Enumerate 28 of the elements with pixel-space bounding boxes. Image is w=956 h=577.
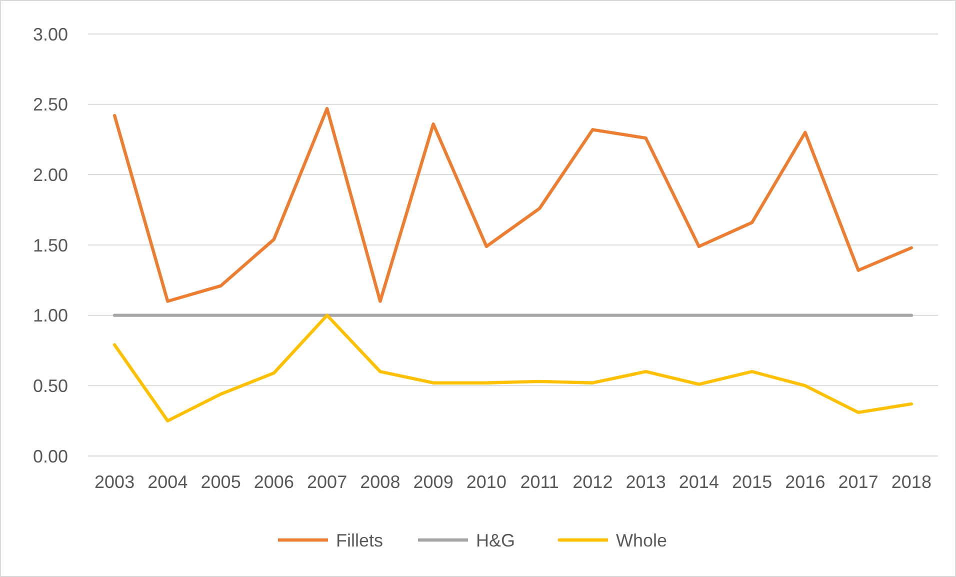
- x-tick-label: 2016: [785, 472, 826, 492]
- x-tick-label: 2018: [891, 472, 932, 492]
- x-tick-label: 2003: [94, 472, 135, 492]
- x-tick-label: 2007: [307, 472, 348, 492]
- x-tick-label: 2004: [148, 472, 188, 492]
- x-tick-label: 2009: [413, 472, 454, 492]
- x-tick-label: 2014: [678, 472, 719, 492]
- x-tick-label: 2011: [520, 472, 559, 492]
- x-tick-label: 2008: [360, 472, 400, 492]
- x-tick-label: 2006: [254, 472, 294, 492]
- x-tick-label: 2012: [572, 472, 613, 492]
- y-tick-label: 3.00: [32, 24, 68, 44]
- line-series: [112, 314, 914, 422]
- legend-label: H&G: [476, 530, 516, 550]
- x-tick-label: 2013: [626, 472, 666, 492]
- x-tick-label: 2010: [466, 472, 506, 492]
- line-series: [112, 106, 914, 303]
- y-tick-label: 2.00: [32, 164, 68, 185]
- x-tick-label: 2015: [732, 472, 772, 492]
- y-tick-label: 1.50: [32, 235, 68, 256]
- legend-label: Whole: [616, 530, 668, 550]
- y-tick-label: 0.00: [32, 446, 68, 466]
- x-tick-label: 2005: [200, 472, 241, 492]
- y-tick-label: 2.50: [32, 94, 68, 115]
- x-tick-label: 2017: [838, 472, 878, 492]
- y-tick-label: 0.50: [32, 376, 68, 396]
- y-tick-label: 1.00: [32, 306, 68, 326]
- legend-label: Fillets: [336, 530, 384, 550]
